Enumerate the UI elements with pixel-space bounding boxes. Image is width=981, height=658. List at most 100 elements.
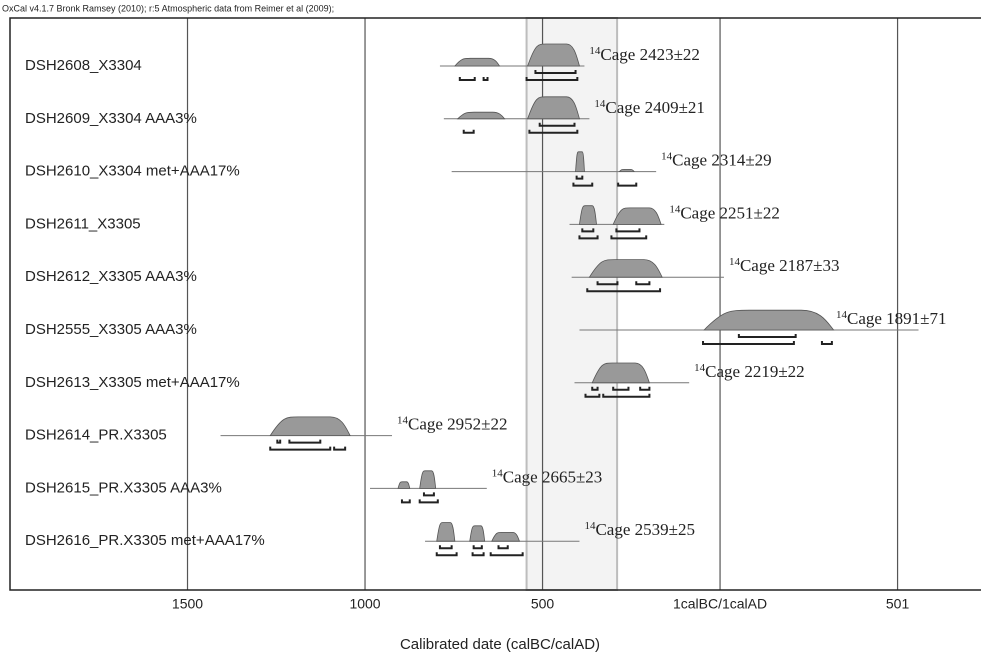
hpd-bracket <box>462 129 475 134</box>
age-isotope: 14 <box>492 467 504 479</box>
hpd-bracket <box>572 182 594 187</box>
hpd-bracket <box>525 77 579 81</box>
age-text: Cage 1891±71 <box>847 309 947 328</box>
age-isotope: 14 <box>836 309 848 321</box>
age-isotope: 14 <box>584 520 596 532</box>
hpd-bracket <box>333 446 347 451</box>
age-text: Cage 2423±22 <box>600 45 700 64</box>
age-label: 14Cage 2187±33 <box>729 256 840 275</box>
age-label: 14Cage 2314±29 <box>661 150 772 169</box>
hpd-bracket <box>581 228 595 233</box>
age-text: Cage 2251±22 <box>680 203 780 222</box>
hpd-bracket <box>458 77 476 81</box>
probability-peak <box>469 525 486 542</box>
sample-name: DSH2613_X3305 met+AAA17% <box>25 374 240 391</box>
hpd-bracket <box>497 545 509 550</box>
age-label: 14Cage 1891±71 <box>836 309 947 328</box>
probability-peak <box>612 207 662 225</box>
hpd-bracket <box>269 446 332 451</box>
age-label: 14Cage 2409±21 <box>594 97 705 116</box>
probability-peak <box>575 151 585 172</box>
age-isotope: 14 <box>661 150 673 162</box>
header: OxCal v4.1.7 Bronk Ramsey (2010); r:5 At… <box>2 3 334 13</box>
age-text: Cage 2952±22 <box>408 415 508 434</box>
hpd-bracket <box>615 228 641 233</box>
hpd-bracket <box>639 386 651 391</box>
probability-peak <box>527 96 580 120</box>
hpd-bracket <box>472 545 483 550</box>
hpd-bracket <box>482 77 489 81</box>
age-text: Cage 2539±25 <box>595 520 695 539</box>
sample-name: DSH2610_X3304 met+AAA17% <box>25 163 240 180</box>
hpd-bracket <box>435 552 458 557</box>
age-isotope: 14 <box>397 414 409 426</box>
probability-peak <box>269 416 351 436</box>
hpd-bracket <box>591 386 599 391</box>
hpd-bracket <box>288 439 322 444</box>
sample-name: DSH2615_PR.X3305 AAA3% <box>25 479 222 496</box>
x-tick-label: 501 <box>886 596 910 612</box>
age-isotope: 14 <box>669 203 681 215</box>
probability-peak <box>591 362 650 384</box>
hpd-bracket <box>276 439 282 444</box>
age-label: 14Cage 2665±23 <box>492 467 603 486</box>
hpd-bracket <box>596 281 619 286</box>
age-isotope: 14 <box>594 97 606 109</box>
sample-name: DSH2608_X3304 <box>25 57 142 74</box>
hpd-bracket <box>489 552 524 557</box>
x-axis-title: Calibrated date (calBC/calAD) <box>400 636 600 653</box>
hpd-bracket <box>820 341 833 345</box>
hpd-bracket <box>575 175 584 180</box>
hpd-bracket <box>400 499 411 504</box>
x-tick-label: 1calBC/1calAD <box>673 596 767 612</box>
hpd-bracket <box>584 393 601 398</box>
probability-peak <box>588 259 663 278</box>
hpd-bracket <box>586 288 662 293</box>
age-label: 14Cage 2219±22 <box>694 361 805 380</box>
age-text: Cage 2187±33 <box>740 256 840 275</box>
probability-peak <box>397 481 411 489</box>
probability-peak <box>579 205 597 225</box>
x-tick-label: 1500 <box>172 596 203 612</box>
plot-frame <box>9 17 981 591</box>
probability-peak <box>453 57 501 67</box>
hpd-bracket <box>612 386 630 391</box>
age-text: Cage 2219±22 <box>705 362 805 381</box>
probability-peak <box>456 111 506 120</box>
sample-name: DSH2612_X3305 AAA3% <box>25 268 197 285</box>
probability-peak <box>491 532 521 542</box>
hpd-bracket <box>578 235 599 240</box>
hpd-bracket <box>702 341 795 345</box>
age-label: 14Cage 2423±22 <box>589 45 700 64</box>
sample-name: DSH2611_X3305 <box>25 215 141 232</box>
age-isotope: 14 <box>729 256 741 268</box>
sample-name: DSH2609_X3304 AAA3% <box>25 110 197 127</box>
hpd-bracket <box>602 393 651 398</box>
age-label: 14Cage 2539±25 <box>584 520 695 539</box>
probability-peak <box>419 470 437 489</box>
x-tick-label: 1000 <box>349 596 380 612</box>
hpd-bracket <box>737 334 797 338</box>
sample-name: DSH2614_PR.X3305 <box>25 427 167 444</box>
probability-peak <box>436 522 456 542</box>
hpd-bracket <box>534 70 577 74</box>
sample-name: DSH2616_PR.X3305 met+AAA17% <box>25 532 265 549</box>
age-text: Cage 2665±23 <box>503 467 603 486</box>
hpd-bracket <box>422 492 435 497</box>
hpd-bracket <box>438 545 453 550</box>
probability-peak <box>527 43 580 67</box>
hpd-bracket <box>538 122 576 127</box>
hpd-bracket <box>617 182 638 187</box>
x-tick-label: 500 <box>531 596 555 612</box>
age-text: Cage 2314±29 <box>672 151 772 170</box>
hpd-bracket <box>471 552 485 557</box>
probability-peak <box>703 309 835 331</box>
probability-peak <box>618 169 636 172</box>
age-isotope: 14 <box>589 45 601 57</box>
hpd-bracket <box>418 499 439 504</box>
hpd-bracket <box>528 129 579 134</box>
hpd-bracket <box>610 235 648 240</box>
hpd-bracket <box>635 281 651 286</box>
age-text: Cage 2409±21 <box>605 98 705 117</box>
